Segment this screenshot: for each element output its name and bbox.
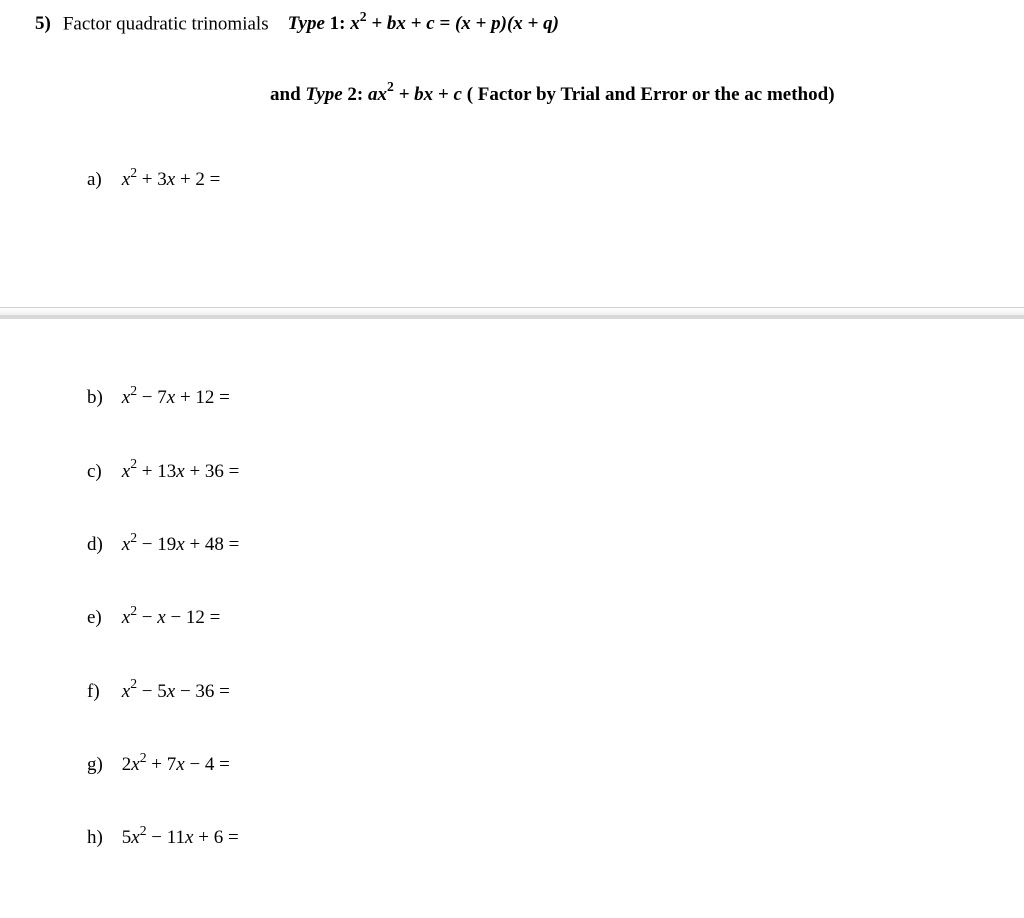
- item-f-expr: x2 − 5x − 36 =: [122, 681, 230, 702]
- page-separator: [0, 307, 1024, 319]
- item-e-expr: x2 − x − 12 =: [122, 607, 221, 628]
- type2-text: and Type 2: ax2 + bx + c ( Factor by Tri…: [270, 84, 835, 105]
- item-h: h) 5x2 − 11x + 6 =: [20, 824, 1004, 849]
- worksheet-content: 5) Factor quadratic trinomials Type 1: x…: [0, 0, 1024, 277]
- item-d: d) x2 − 19x + 48 =: [20, 531, 1004, 556]
- item-c: c) x2 + 13x + 36 =: [20, 457, 1004, 482]
- item-c-label: c): [87, 461, 117, 483]
- item-b: b) x2 − 7x + 12 =: [20, 384, 1004, 409]
- item-g-expr: 2x2 + 7x − 4 =: [122, 754, 230, 775]
- type2-line: and Type 2: ax2 + bx + c ( Factor by Tri…: [20, 80, 1004, 105]
- type1-label: Type 1: x2 + bx + c = (x + p)(x + q): [288, 13, 559, 34]
- item-a-label: a): [87, 169, 117, 191]
- item-d-expr: x2 − 19x + 48 =: [122, 534, 240, 555]
- question-intro: Factor quadratic trinomials Type 1: x2 +…: [63, 10, 559, 35]
- item-h-expr: 5x2 − 11x + 6 =: [122, 827, 239, 848]
- question-number: 5): [35, 13, 51, 35]
- item-e: e) x2 − x − 12 =: [20, 604, 1004, 629]
- item-a: a) x2 + 3x + 2 =: [20, 166, 1004, 191]
- item-h-label: h): [87, 827, 117, 849]
- item-b-expr: x2 − 7x + 12 =: [122, 387, 230, 408]
- item-f: f) x2 − 5x − 36 =: [20, 677, 1004, 702]
- item-d-label: d): [87, 534, 117, 556]
- item-b-label: b): [87, 387, 117, 409]
- item-e-label: e): [87, 607, 117, 629]
- item-f-label: f): [87, 681, 117, 703]
- question-header: 5) Factor quadratic trinomials Type 1: x…: [20, 10, 1004, 35]
- item-a-expr: x2 + 3x + 2 =: [122, 169, 221, 190]
- item-c-expr: x2 + 13x + 36 =: [122, 461, 240, 482]
- item-g-label: g): [87, 754, 117, 776]
- item-g: g) 2x2 + 7x − 4 =: [20, 751, 1004, 776]
- worksheet-content-2: b) x2 − 7x + 12 = c) x2 + 13x + 36 = d) …: [0, 374, 1024, 879]
